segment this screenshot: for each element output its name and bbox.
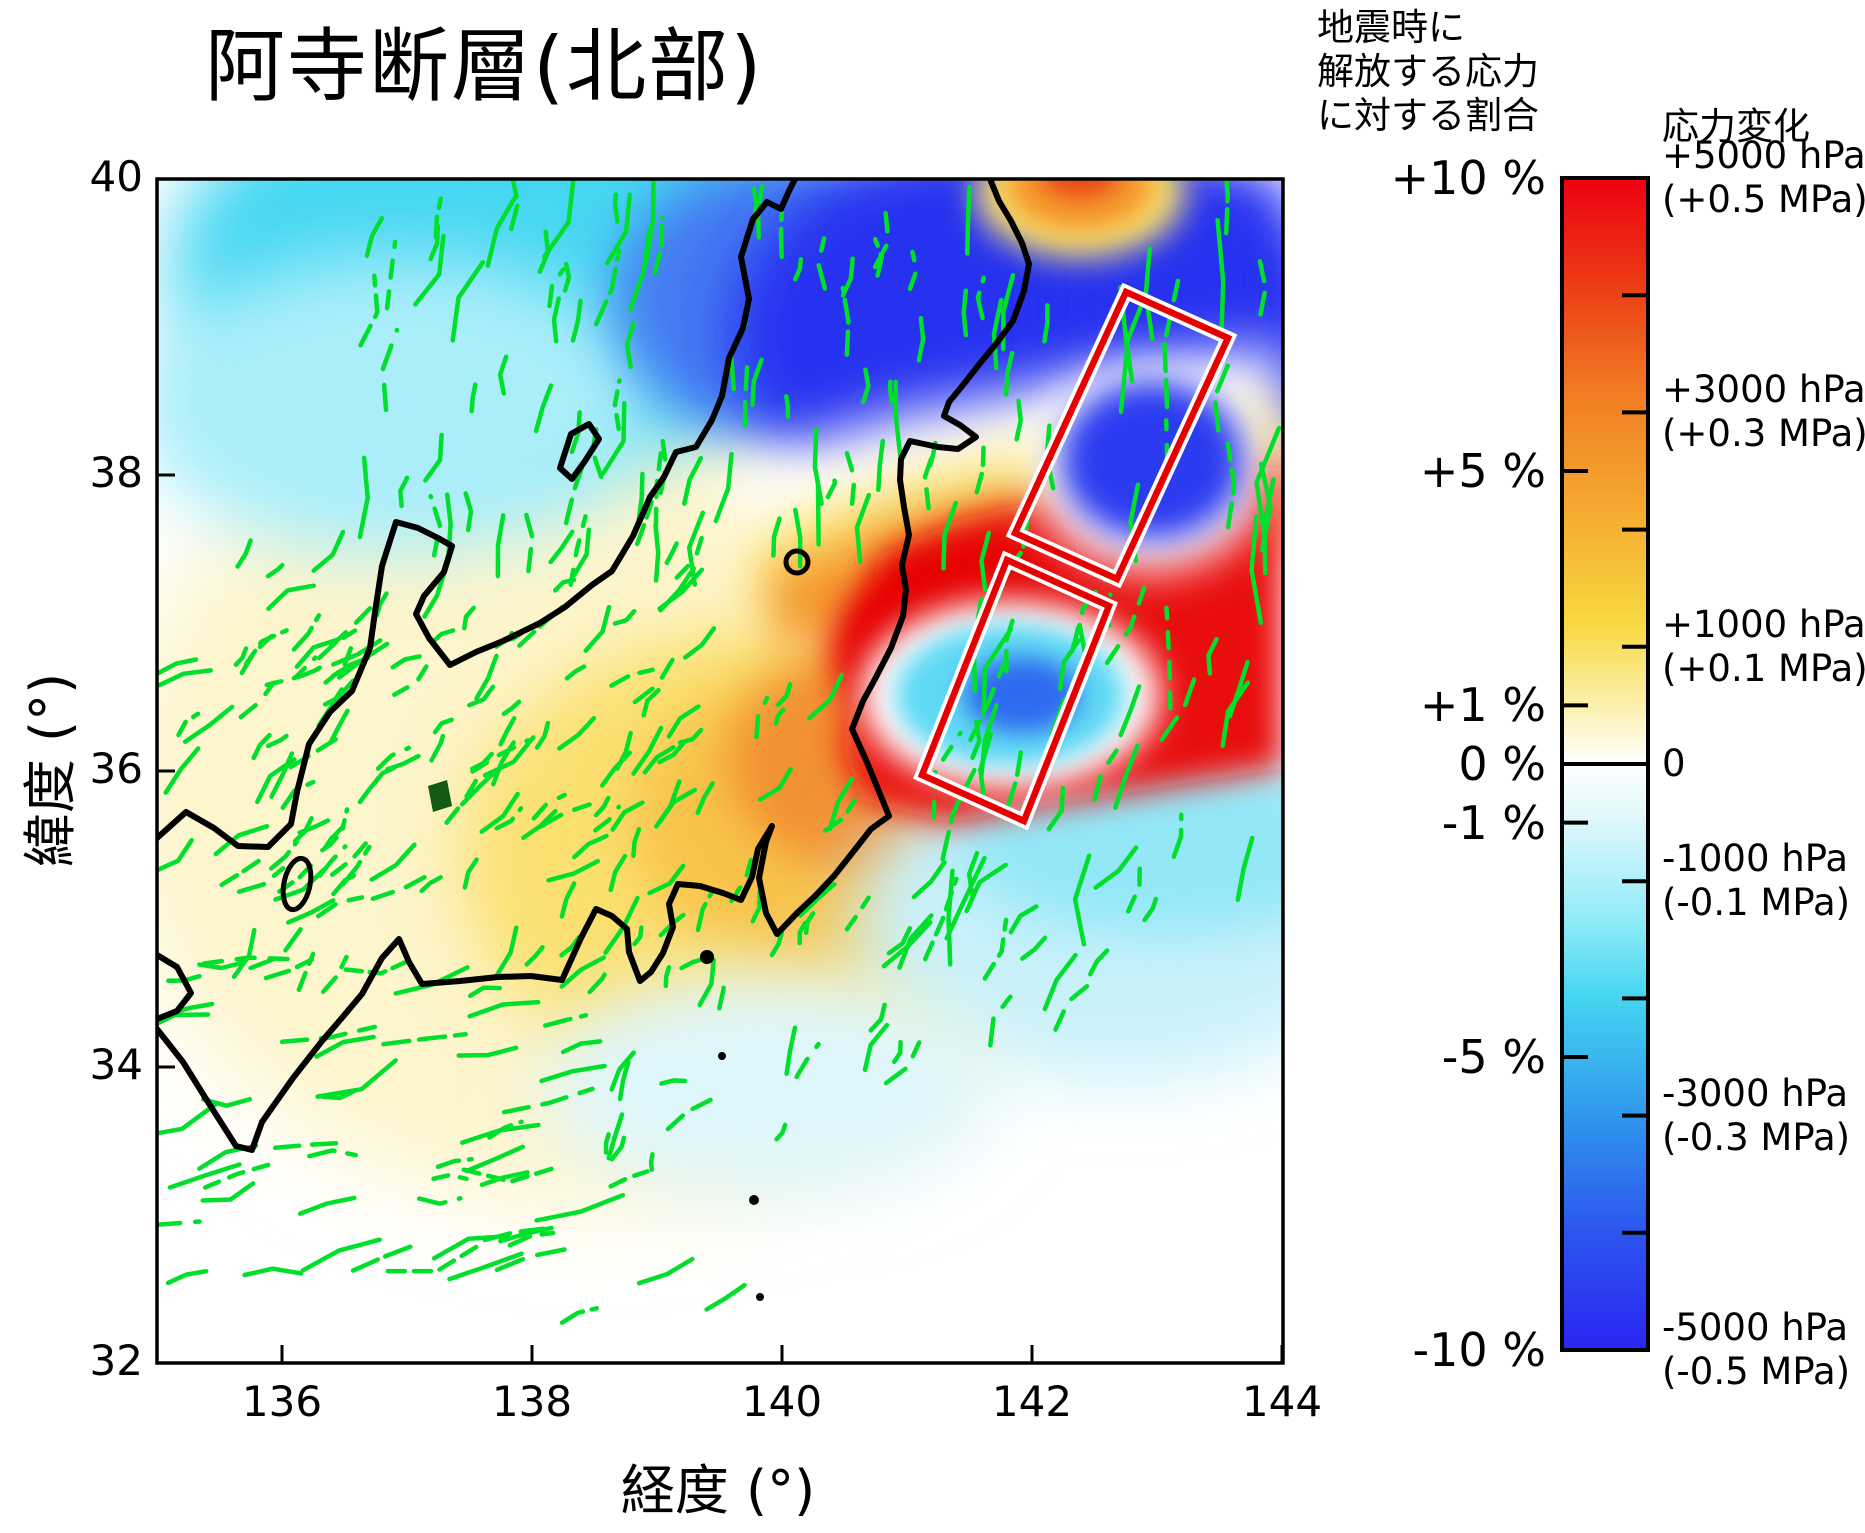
colorbar-pressure-label: (+0.1 MPa) — [1662, 646, 1865, 690]
x-tick-label: 144 — [1241, 1377, 1323, 1426]
colorbar-pressure-label: +5000 hPa — [1662, 134, 1865, 177]
colorbar-zero-label: 0 — [1662, 742, 1686, 785]
y-axis-title: 緯度 (°) — [19, 672, 82, 868]
colorbar-pressure-label: -3000 hPa — [1662, 1071, 1849, 1115]
y-tick-label: 40 — [89, 152, 143, 201]
colorbar-pressure-label: (-0.1 MPa) — [1662, 881, 1851, 925]
y-tick-label: 32 — [89, 1336, 143, 1385]
colorbar-percent-label: -10 % — [1412, 1323, 1546, 1377]
colorbar-pressure-label: -1000 hPa — [1662, 837, 1849, 881]
colorbar — [1560, 176, 1650, 1352]
x-tick-label: 136 — [241, 1377, 323, 1426]
map-frame — [155, 177, 1285, 1365]
colorbar-percent-label: +10 % — [1390, 151, 1546, 205]
coastline — [157, 179, 1032, 1301]
colorbar-percent-scale-caption-line2: 解放する応力 — [1317, 50, 1539, 93]
colorbar-pressure-label: +3000 hPa — [1662, 368, 1865, 412]
colorbar-title: 応力変化 — [1662, 105, 1810, 148]
x-tick-label: 140 — [741, 1377, 823, 1426]
colorbar-percent-label: -1 % — [1441, 795, 1546, 850]
source-rectangles — [913, 282, 1238, 831]
colorbar-percent-label: +5 % — [1419, 444, 1546, 498]
stress-field — [157, 179, 1283, 1210]
x-tick-label: 142 — [991, 1377, 1073, 1426]
colorbar-pressure-label: (+0.3 MPa) — [1662, 412, 1865, 456]
colorbar-pressure-label: +1000 hPa — [1662, 602, 1865, 646]
colorbar-percent-label: 0 % — [1458, 737, 1546, 791]
x-axis-title: 経度 (°) — [620, 1459, 816, 1522]
colorbar-pressure-label: (-0.5 MPa) — [1662, 1350, 1851, 1393]
y-tick-label: 38 — [89, 448, 143, 497]
colorbar-percent-scale-caption-line1: 地震時に — [1317, 6, 1465, 49]
colorbar-pressure-label: -5000 hPa — [1662, 1306, 1849, 1349]
colorbar-percent-label: -5 % — [1441, 1030, 1546, 1084]
colorbar-percent-label: +1 % — [1419, 678, 1546, 733]
y-tick-label: 34 — [89, 1040, 143, 1089]
figure-title: 阿寺断層(北部) — [205, 20, 764, 113]
y-tick-label: 36 — [89, 744, 143, 793]
atera-source-fault — [428, 780, 452, 812]
colorbar-pressure-label: (+0.5 MPa) — [1662, 178, 1865, 221]
active-fault-traces — [157, 179, 1282, 1325]
colorbar-pressure-label: (-0.3 MPa) — [1662, 1115, 1851, 1159]
colorbar-percent-scale-caption-line3: に対する割合 — [1317, 94, 1539, 137]
x-tick-label: 138 — [491, 1377, 573, 1426]
